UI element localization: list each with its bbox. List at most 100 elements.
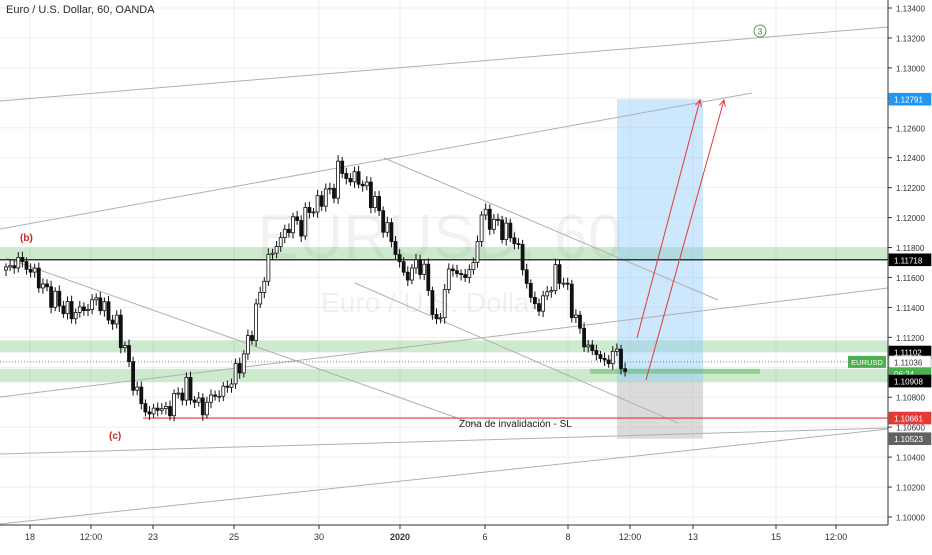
support-resistance-zone xyxy=(0,368,888,383)
candle xyxy=(430,290,435,315)
y-tick-label: 1.12400 xyxy=(896,154,925,163)
candle xyxy=(274,246,279,254)
y-tick-label: 1.10200 xyxy=(896,484,925,493)
candle xyxy=(73,312,78,320)
trendline[interactable] xyxy=(0,428,889,525)
candle xyxy=(520,244,525,271)
x-tick-label: 18 xyxy=(25,532,35,542)
candle xyxy=(541,295,545,312)
candle xyxy=(389,222,394,242)
candle xyxy=(315,195,320,213)
stop-zone[interactable] xyxy=(617,381,703,439)
y-tick-label: 1.10000 xyxy=(896,514,925,523)
candle xyxy=(586,344,591,348)
candle xyxy=(508,222,513,239)
candle xyxy=(291,216,295,234)
trendline[interactable] xyxy=(383,157,719,301)
price-label[interactable] xyxy=(888,92,932,106)
candle xyxy=(623,368,627,372)
candle xyxy=(266,253,271,282)
candle xyxy=(340,160,345,174)
candle xyxy=(98,297,103,312)
candle xyxy=(204,401,209,416)
candle xyxy=(463,274,468,278)
candle xyxy=(373,196,377,209)
candle xyxy=(578,314,582,329)
candle xyxy=(123,345,127,349)
candle xyxy=(4,266,8,271)
price-label[interactable] xyxy=(888,411,932,425)
candle xyxy=(127,345,131,363)
candle xyxy=(237,363,242,374)
candle xyxy=(500,219,505,240)
candle xyxy=(418,259,423,275)
candle xyxy=(356,171,361,185)
arrow-head xyxy=(719,98,726,107)
trendline[interactable] xyxy=(0,26,889,102)
price-label-text: 1.11718 xyxy=(894,256,923,265)
x-tick-label: 25 xyxy=(229,532,239,542)
price-label-text: 1.12791 xyxy=(894,96,923,105)
target-zone[interactable] xyxy=(617,99,703,382)
candle xyxy=(553,264,558,291)
candle xyxy=(159,408,164,411)
symbol-badge[interactable] xyxy=(848,355,886,368)
candle xyxy=(8,265,13,268)
candle xyxy=(20,256,25,262)
candle xyxy=(200,397,205,416)
candle xyxy=(414,259,418,269)
candle xyxy=(619,348,623,370)
x-tick-label: 2020 xyxy=(390,532,410,542)
candle xyxy=(180,392,185,401)
projection-arrow[interactable] xyxy=(645,99,725,381)
candle xyxy=(426,263,431,291)
candle xyxy=(286,228,291,234)
candle xyxy=(471,261,476,271)
candle xyxy=(533,296,537,305)
candle xyxy=(53,290,58,308)
price-label[interactable] xyxy=(888,432,932,446)
candle xyxy=(565,282,570,285)
candle xyxy=(393,241,398,255)
candle xyxy=(405,271,410,281)
price-label[interactable] xyxy=(888,253,932,267)
candle xyxy=(213,394,218,397)
trendline[interactable] xyxy=(0,427,889,455)
candle xyxy=(192,399,197,403)
candle xyxy=(336,160,341,199)
wave-label-3: 3 xyxy=(758,28,763,37)
arrow-head xyxy=(695,98,702,107)
trendline[interactable] xyxy=(5,257,478,426)
y-tick-label: 1.13000 xyxy=(896,64,925,73)
candle xyxy=(45,283,49,288)
candle xyxy=(225,385,230,388)
candle xyxy=(582,327,586,348)
candle xyxy=(438,317,443,320)
projection-arrow[interactable] xyxy=(636,99,701,339)
candle xyxy=(557,264,562,284)
price-label[interactable] xyxy=(888,374,932,388)
candle xyxy=(610,350,615,365)
trendline[interactable] xyxy=(0,92,753,230)
candle xyxy=(282,228,287,238)
trendline[interactable] xyxy=(0,287,889,398)
candle xyxy=(209,394,213,403)
candle xyxy=(467,269,472,278)
candle xyxy=(139,386,144,405)
y-tick-label: 1.10600 xyxy=(896,424,925,433)
candle xyxy=(217,395,222,398)
candle xyxy=(352,171,357,183)
candle xyxy=(487,208,492,230)
candle xyxy=(504,222,509,240)
trendline[interactable] xyxy=(354,282,679,424)
candle xyxy=(196,397,201,403)
candle xyxy=(364,181,369,187)
candle xyxy=(475,241,480,263)
candle xyxy=(327,187,332,190)
candle xyxy=(90,299,94,310)
candle xyxy=(245,335,250,355)
x-tick-label: 23 xyxy=(148,532,158,542)
y-tick-label: 1.12600 xyxy=(896,124,925,133)
